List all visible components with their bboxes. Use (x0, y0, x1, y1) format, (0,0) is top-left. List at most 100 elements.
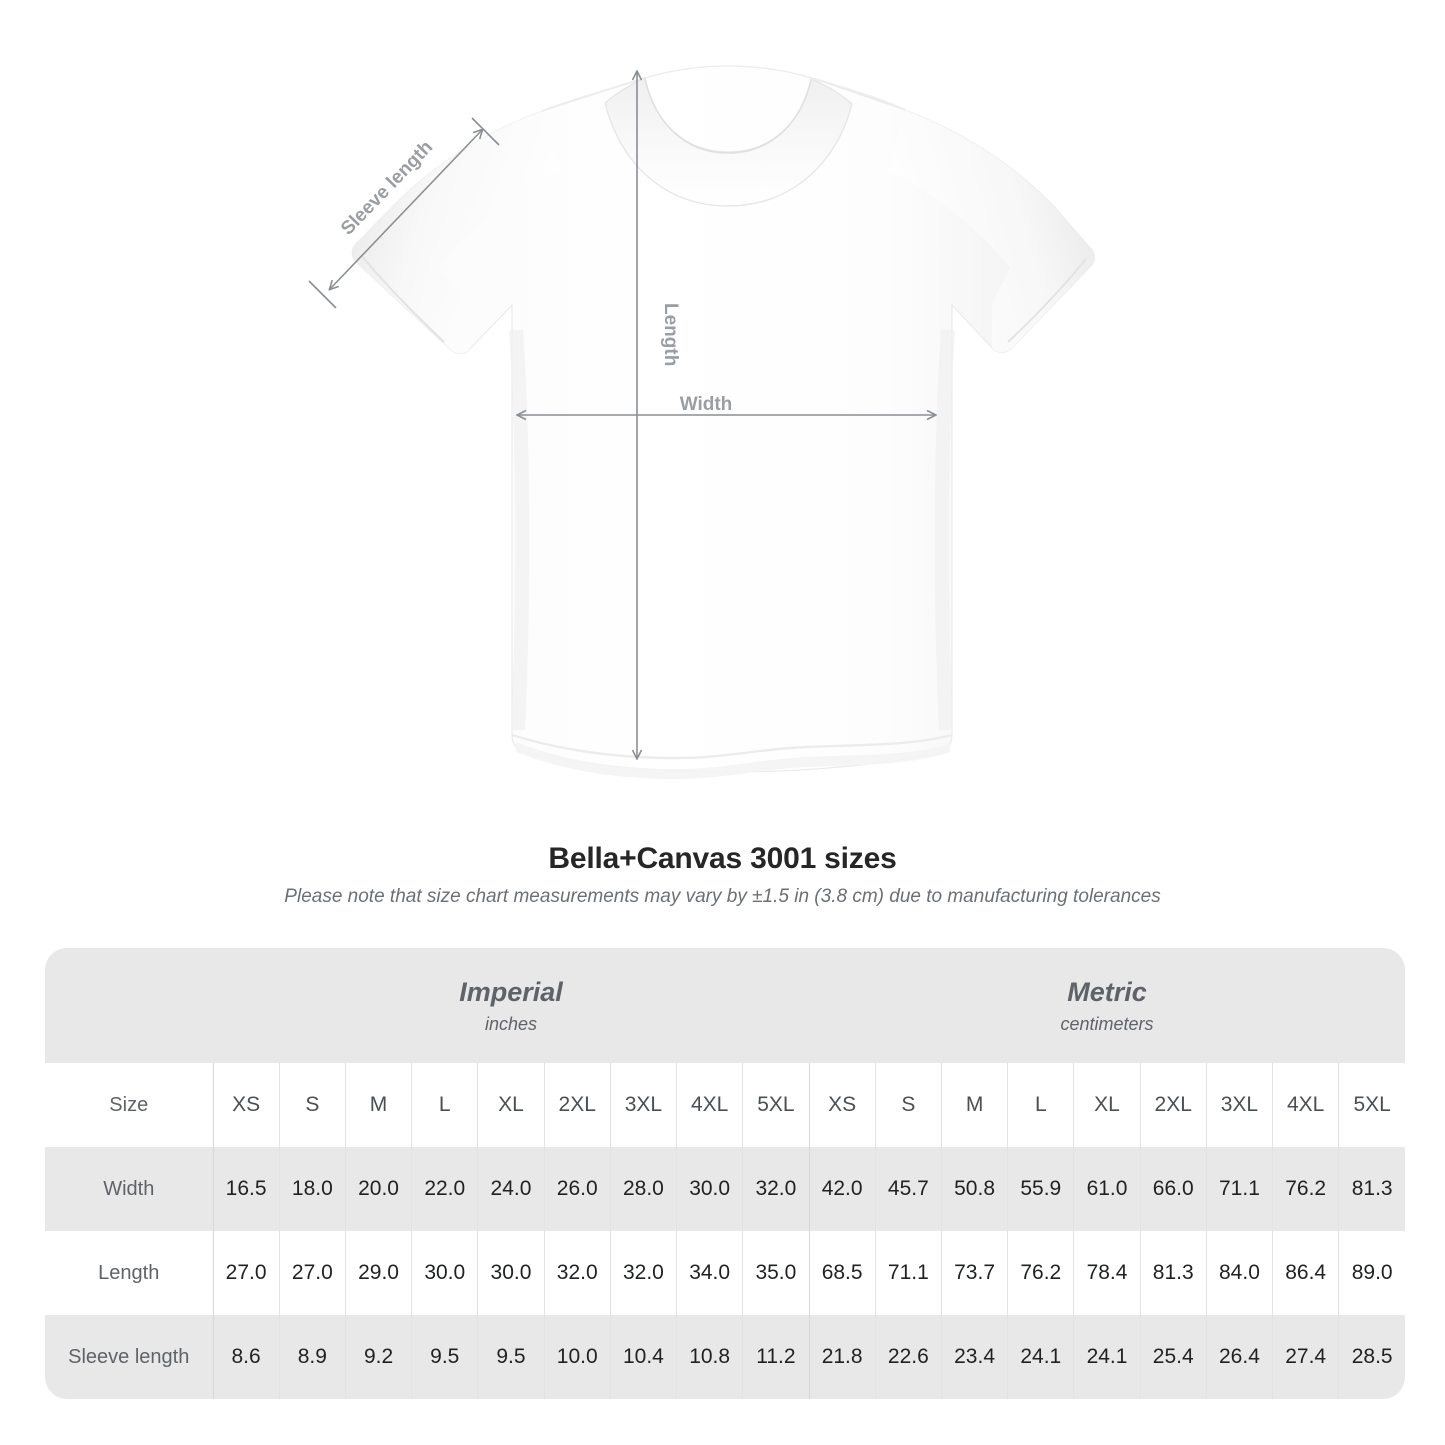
cell-width-imperial-l: 22.0 (411, 1147, 478, 1231)
cell-length-metric-xs: 68.5 (808, 1231, 876, 1315)
row-label-sleeve-length: Sleeve length (45, 1315, 213, 1399)
tshirt-collar-inner-edge (644, 78, 812, 154)
cell-width-metric-5xl: 81.3 (1338, 1147, 1406, 1231)
size-column-header-imperial-s: S (278, 1063, 346, 1147)
cell-sleeve-length-metric-4xl: 27.4 (1272, 1315, 1339, 1399)
cell-sleeve-length-metric-s: 22.6 (874, 1315, 942, 1399)
page-subtitle: Please note that size chart measurements… (284, 886, 1161, 907)
cell-sleeve-length-metric-2xl: 25.4 (1139, 1315, 1207, 1399)
cell-length-imperial-s: 27.0 (278, 1231, 346, 1315)
tshirt-right-sleeve-hem (1007, 258, 1087, 343)
size-column-header-imperial-4xl: 4XL (676, 1063, 743, 1147)
cell-length-metric-4xl: 86.4 (1272, 1231, 1339, 1315)
tshirt-bottom-hem-shadow (516, 742, 950, 780)
cell-sleeve-length-imperial-4xl: 10.8 (676, 1315, 743, 1399)
cell-length-imperial-xl: 30.0 (477, 1231, 545, 1315)
unit-banner-row: Imperial inches Metric centimeters (45, 948, 1406, 1063)
cell-length-imperial-3xl: 32.0 (609, 1231, 677, 1315)
unit-subtitle: inches (484, 1013, 538, 1034)
cell-length-imperial-l: 30.0 (411, 1231, 478, 1315)
cell-sleeve-length-imperial-5xl: 11.2 (742, 1315, 810, 1399)
length-label: Length (660, 303, 681, 366)
tshirt-right-shoulder-seam (814, 78, 906, 111)
size-column-header-metric-5xl: 5XL (1338, 1063, 1406, 1147)
cell-length-metric-s: 71.1 (874, 1231, 942, 1315)
size-chart-table: Imperial inches Metric centimeters Size XS S M L… (45, 948, 1406, 1399)
size-column-header-imperial-l: L (411, 1063, 478, 1147)
unit-subtitle: centimeters (1060, 1013, 1154, 1034)
size-chart-container: Imperial inches Metric centimeters Size XS S M L… (45, 948, 1406, 1399)
row-label-width: Width (45, 1147, 213, 1231)
cell-length-imperial-5xl: 35.0 (742, 1231, 810, 1315)
sleeve-length-cap-top (471, 117, 500, 146)
tshirt-right-sleeve (888, 110, 1095, 353)
size-column-header-imperial-xs: XS (212, 1063, 280, 1147)
cell-sleeve-length-metric-5xl: 28.5 (1338, 1315, 1406, 1399)
cell-sleeve-length-metric-xl: 24.1 (1073, 1315, 1141, 1399)
size-column-header-metric-xs: XS (808, 1063, 876, 1147)
cell-length-imperial-2xl: 32.0 (543, 1231, 611, 1315)
size-column-header-imperial-5xl: 5XL (742, 1063, 810, 1147)
size-column-header-metric-l: L (1007, 1063, 1074, 1147)
tshirt-fold-shade-right (934, 329, 955, 731)
size-column-header-metric-4xl: 4XL (1272, 1063, 1339, 1147)
row-label-length: Length (45, 1231, 213, 1315)
tshirt-graphic (351, 65, 1096, 780)
cell-sleeve-length-metric-m: 23.4 (940, 1315, 1008, 1399)
cell-width-imperial-m: 20.0 (344, 1147, 412, 1231)
size-column-header-metric-xl: XL (1073, 1063, 1141, 1147)
unit-name: Metric (1067, 976, 1147, 1007)
size-column-header-metric-3xl: 3XL (1205, 1063, 1273, 1147)
cell-width-metric-3xl: 71.1 (1205, 1147, 1273, 1231)
cell-length-metric-m: 73.7 (940, 1231, 1008, 1315)
table-row: Width 16.5 18.0 20.0 22.0 24.0 26.0 28.0 30.0 32.… (45, 1147, 1406, 1231)
tshirt-collar (604, 76, 853, 207)
cell-sleeve-length-metric-3xl: 26.4 (1205, 1315, 1273, 1399)
page-title: Bella+Canvas 3001 sizes (548, 842, 897, 875)
cell-width-imperial-s: 18.0 (278, 1147, 346, 1231)
cell-length-metric-2xl: 81.3 (1139, 1231, 1207, 1315)
cell-width-metric-4xl: 76.2 (1272, 1147, 1339, 1231)
tshirt-bottom-hem (511, 733, 953, 760)
table-row: Sleeve length 8.6 8.9 9.2 9.5 9.5 10.0 10.4 10.8… (45, 1315, 1406, 1399)
cell-length-metric-3xl: 84.0 (1205, 1231, 1273, 1315)
unit-header-metric: Metric centimeters (809, 948, 1406, 1063)
cell-length-metric-xl: 78.4 (1073, 1231, 1141, 1315)
table-row: Length 27.0 27.0 29.0 30.0 30.0 32.0 32.0 34.0 35… (45, 1231, 1406, 1315)
cell-width-imperial-2xl: 26.0 (543, 1147, 611, 1231)
cell-length-imperial-4xl: 34.0 (676, 1231, 743, 1315)
width-label: Width (680, 394, 733, 415)
unit-name: Imperial (459, 976, 563, 1007)
unit-banner-spacer (45, 948, 213, 1063)
size-column-header-metric-s: S (874, 1063, 942, 1147)
cell-width-imperial-5xl: 32.0 (742, 1147, 810, 1231)
cell-width-metric-m: 50.8 (940, 1147, 1008, 1231)
tshirt-fold-shade-left (509, 329, 530, 731)
cell-width-imperial-3xl: 28.0 (609, 1147, 677, 1231)
cell-width-metric-2xl: 66.0 (1139, 1147, 1207, 1231)
cell-length-metric-l: 76.2 (1007, 1231, 1074, 1315)
cell-sleeve-length-metric-l: 24.1 (1007, 1315, 1074, 1399)
cell-length-metric-5xl: 89.0 (1338, 1231, 1406, 1315)
cell-width-metric-xs: 42.0 (808, 1147, 876, 1231)
tshirt-illustration: Sleeve length Length Width (308, 65, 1096, 780)
cell-length-imperial-xs: 27.0 (212, 1231, 280, 1315)
size-header-row: Size XS S M L XL 2XL 3XL 4XL 5XL XS S M L XL 2XL 3XL 4XL 5… (45, 1063, 1406, 1147)
size-column-header-imperial-2xl: 2XL (543, 1063, 611, 1147)
unit-header-imperial: Imperial inches (213, 948, 810, 1063)
cell-sleeve-length-imperial-l: 9.5 (411, 1315, 478, 1399)
cell-length-imperial-m: 29.0 (344, 1231, 412, 1315)
cell-width-metric-xl: 61.0 (1073, 1147, 1141, 1231)
sleeve-length-cap-bottom (308, 280, 337, 309)
size-column-header-imperial-m: M (344, 1063, 412, 1147)
tshirt-left-shoulder-seam (541, 77, 646, 112)
cell-width-imperial-4xl: 30.0 (676, 1147, 743, 1231)
cell-sleeve-length-imperial-s: 8.9 (278, 1315, 346, 1399)
cell-sleeve-length-metric-xs: 21.8 (808, 1315, 876, 1399)
cell-sleeve-length-imperial-xl: 9.5 (477, 1315, 545, 1399)
size-column-header-metric-m: M (940, 1063, 1008, 1147)
title-block: Bella+Canvas 3001 sizes Please note that… (0, 838, 1445, 914)
size-row-label: Size (45, 1063, 213, 1147)
size-column-header-imperial-xl: XL (477, 1063, 545, 1147)
size-column-header-imperial-3xl: 3XL (609, 1063, 677, 1147)
